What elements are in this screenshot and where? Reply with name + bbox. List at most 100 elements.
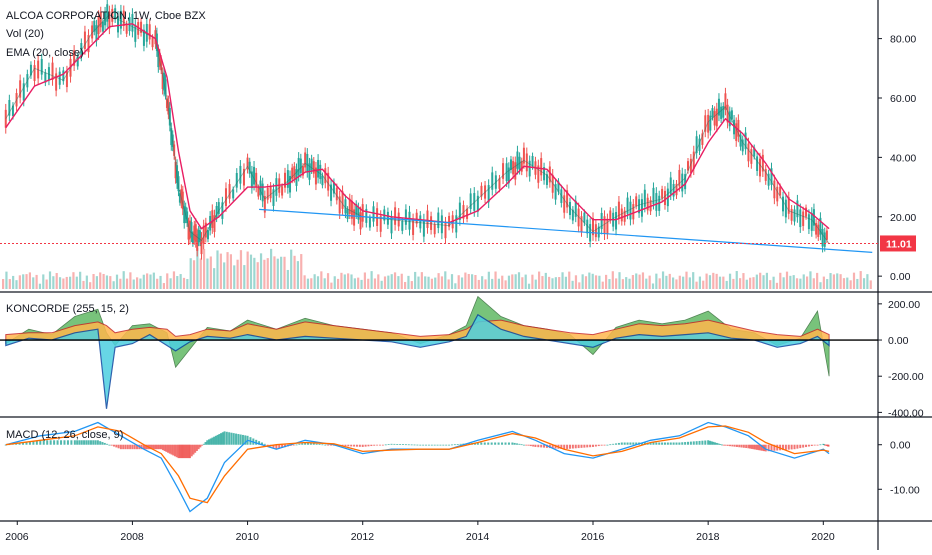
macd-histogram-bar (76, 440, 79, 445)
volume-bar (22, 274, 25, 289)
volume-bar (852, 272, 856, 289)
volume-bar (370, 271, 373, 289)
price-candle-body (191, 234, 194, 244)
macd-histogram-bar (813, 444, 816, 446)
volume-bar (611, 271, 614, 289)
macd-histogram-bar (399, 444, 402, 445)
price-candle-body (178, 193, 181, 203)
macd-histogram-bar (350, 444, 353, 447)
macd-histogram-bar (663, 442, 666, 445)
volume-bar (454, 283, 457, 289)
macd-histogram-bar (742, 444, 745, 448)
price-candle-body (190, 222, 193, 237)
macd-histogram-bar (719, 444, 722, 445)
macd-histogram-bar (96, 440, 99, 445)
volume-bar (795, 278, 799, 289)
price-candle-body (750, 149, 753, 164)
macd-histogram-bar (35, 440, 38, 445)
macd-histogram-bar (298, 443, 301, 445)
price-candle-body (466, 208, 469, 219)
volume-bar (162, 283, 165, 289)
price-candle-body (646, 197, 649, 211)
volume-bar (832, 274, 835, 289)
volume-bar (457, 275, 460, 289)
macd-histogram-bar (129, 444, 132, 450)
price-candle-body (580, 216, 583, 232)
volume-bar (866, 274, 869, 289)
volume-bar (363, 272, 366, 289)
macd-histogram-bar (278, 444, 281, 449)
volume-bar (749, 277, 752, 289)
macd-histogram-bar (182, 444, 185, 459)
volume-bar (628, 278, 631, 289)
price-candle-body (193, 225, 196, 240)
volume-bar (551, 278, 554, 289)
volume-bars (2, 247, 872, 289)
price-candle-body (626, 197, 629, 214)
volume-bar (467, 273, 470, 289)
volume-bar (400, 273, 403, 289)
price-candle-body (498, 178, 501, 189)
volume-bar (484, 279, 487, 289)
volume-bar (685, 271, 688, 289)
macd-histogram-bar (497, 442, 500, 445)
volume-bar (678, 275, 681, 289)
volume-bar (558, 277, 561, 289)
price-candle-body (187, 223, 190, 240)
macd-histogram-bar (370, 444, 373, 447)
macd-histogram-bar (735, 444, 738, 447)
price-candle-body (540, 158, 543, 176)
volume-bar (89, 282, 92, 289)
macd-histogram-bar (410, 444, 413, 446)
macd-histogram-bar (183, 444, 186, 459)
volume-bar (256, 262, 259, 289)
price-candle-body (675, 183, 678, 196)
volume-bar (658, 278, 661, 289)
macd-histogram-bar (574, 444, 577, 449)
macd-histogram-bar (507, 442, 510, 445)
price-candle-body (283, 172, 286, 188)
macd-histogram-bar (750, 444, 753, 449)
trendline (259, 208, 873, 253)
price-candle-body (95, 25, 98, 42)
macd-histogram-bar (39, 440, 42, 445)
macd-histogram-bar (603, 444, 606, 446)
macd-histogram-bar (344, 444, 347, 447)
volume-bar (92, 274, 95, 289)
price-candle-body (183, 206, 186, 224)
macd-histogram-bar (228, 432, 231, 445)
price-candle-body (327, 172, 330, 191)
volume-bar (507, 275, 511, 289)
price-candle-body (426, 210, 429, 228)
volume-bar (12, 275, 15, 289)
macd-histogram-bar (532, 444, 535, 447)
volume-bar (172, 271, 176, 289)
macd-histogram-bar (301, 443, 304, 445)
macd-histogram-bar (186, 444, 189, 459)
macd-histogram-bar (237, 434, 240, 445)
macd-histogram-bar (87, 440, 90, 445)
price-candle-body (698, 138, 701, 152)
macd-histogram-bar (513, 442, 516, 445)
macd-histogram-bar (218, 434, 221, 445)
volume-bar (427, 276, 430, 289)
price-candle-body (317, 159, 320, 178)
volume-bar (598, 275, 601, 289)
price-candle-body (784, 199, 787, 218)
macd-histogram-bar (272, 444, 275, 448)
macd-histogram-bar (678, 442, 681, 445)
macd-histogram-bar (195, 444, 198, 451)
volume-bar (816, 272, 819, 289)
macd-histogram-bar (184, 444, 187, 459)
macd-histogram-bar (117, 444, 120, 449)
price-candle-body (704, 115, 707, 132)
volume-bar (554, 277, 557, 289)
volume-bar (99, 272, 102, 289)
macd-histogram-bar (390, 443, 393, 445)
macd-histogram-bar (759, 444, 762, 451)
price-candle-body (514, 162, 517, 180)
price-candle-body (419, 215, 422, 229)
macd-histogram-bar (764, 444, 767, 452)
macd-histogram-bar (551, 444, 554, 449)
macd-histogram-bar (15, 443, 18, 445)
